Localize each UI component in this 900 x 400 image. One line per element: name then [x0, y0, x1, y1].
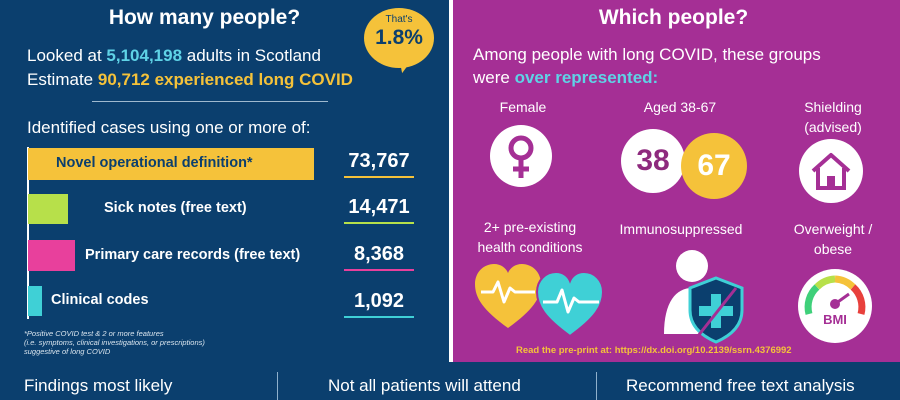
bar-value-underline [344, 269, 414, 271]
group-label-shielding: Shielding (advised) [788, 97, 878, 137]
adults-count: 5,104,198 [106, 46, 183, 65]
bubble-caption: That's [385, 14, 413, 25]
age-67-circle: 67 [681, 133, 747, 199]
left-panel-title: How many people? [108, 6, 301, 29]
bar-3 [28, 240, 75, 271]
footnote-line: suggestive of long COVID [24, 347, 111, 356]
over-represented-highlight: over represented: [514, 68, 659, 87]
bar-4 [28, 286, 42, 316]
bmi-label: BMI [823, 312, 847, 327]
shielding-line: Shielding [804, 99, 862, 115]
bar-label: Sick notes (free text) [104, 200, 247, 216]
bar-2 [28, 194, 68, 224]
bar-axis-line [27, 147, 29, 319]
group-label-aged: Aged 38-67 [643, 99, 717, 115]
bottom-findings-bar: Findings most likely Not all patients wi… [0, 362, 900, 400]
intro-line-1: Among people with long COVID, these grou… [473, 45, 821, 64]
bar-value: 8,368 [353, 243, 405, 265]
overweight-line: Overweight / [793, 221, 873, 237]
group-label-immunosuppressed: Immunosuppressed [619, 221, 743, 237]
bottom-item-free-text: Recommend free text analysis [626, 376, 855, 395]
intro-line-2: were over represented: [473, 68, 658, 88]
hearts-heartbeat-icon [473, 258, 608, 343]
female-symbol-icon [489, 124, 553, 193]
bar-label: Novel operational definition* [56, 155, 253, 171]
bottom-item-attendance: Not all patients will attend [328, 376, 521, 395]
group-label-female: Female [499, 99, 547, 115]
preexisting-line: 2+ pre-existing [483, 219, 577, 235]
footnote-line: *Positive COVID test & 2 or more feature… [24, 329, 164, 338]
bar-value: 14,471 [348, 196, 410, 218]
house-icon [798, 138, 864, 209]
bar-1 [28, 148, 314, 180]
age-38-circle: 38 [621, 129, 685, 193]
shielding-line: (advised) [804, 119, 862, 135]
summary-line-adults: Looked at 5,104,198 adults in Scotland [27, 46, 321, 66]
age-circles-icon: 38 67 [621, 129, 751, 199]
shielded-person-icon [658, 244, 748, 349]
bar-value-underline [344, 176, 414, 178]
bar-value-underline [344, 222, 414, 224]
divider [92, 101, 328, 102]
how-many-people-panel: How many people? That's 1.8% Looked at 5… [0, 0, 449, 362]
preprint-link-text: Read the pre-print at: https://dx.doi.or… [516, 345, 792, 356]
group-label-preexisting: 2+ pre-existing health conditions [465, 217, 595, 257]
summary-text: adults in Scotland [182, 46, 321, 65]
bar-label: Primary care records (free text) [85, 246, 301, 263]
group-label-overweight: Overweight / obese [778, 219, 888, 259]
bottom-item-findings: Findings most likely [24, 376, 173, 395]
bottom-separator [277, 372, 278, 400]
bar-label: Clinical codes [51, 292, 149, 308]
which-people-panel: Which people? Among people with long COV… [453, 0, 900, 362]
preexisting-line: health conditions [477, 239, 583, 255]
intro-text: were [473, 68, 515, 87]
right-panel-title: Which people? [598, 6, 749, 29]
summary-line-estimate: Estimate 90,712 experienced long COVID [27, 70, 353, 90]
overweight-line: obese [813, 241, 853, 257]
percentage-speech-bubble: That's 1.8% [364, 8, 434, 68]
bar-value: 1,092 [353, 290, 405, 312]
summary-text: Estimate [27, 70, 98, 89]
footnote-line: (i.e. symptoms, clinical investigations,… [24, 338, 205, 347]
bmi-gauge-icon: BMI [797, 268, 873, 349]
bar-value: 73,767 [348, 150, 410, 172]
identified-cases-label: Identified cases using one or more of: [27, 118, 311, 137]
footnote: *Positive COVID test & 2 or more feature… [24, 329, 205, 356]
bubble-percentage: 1.8% [375, 26, 423, 49]
summary-text: Looked at [27, 46, 107, 65]
bottom-separator [596, 372, 597, 400]
long-covid-estimate: 90,712 experienced long COVID [97, 70, 353, 89]
bar-value-underline [344, 316, 414, 318]
